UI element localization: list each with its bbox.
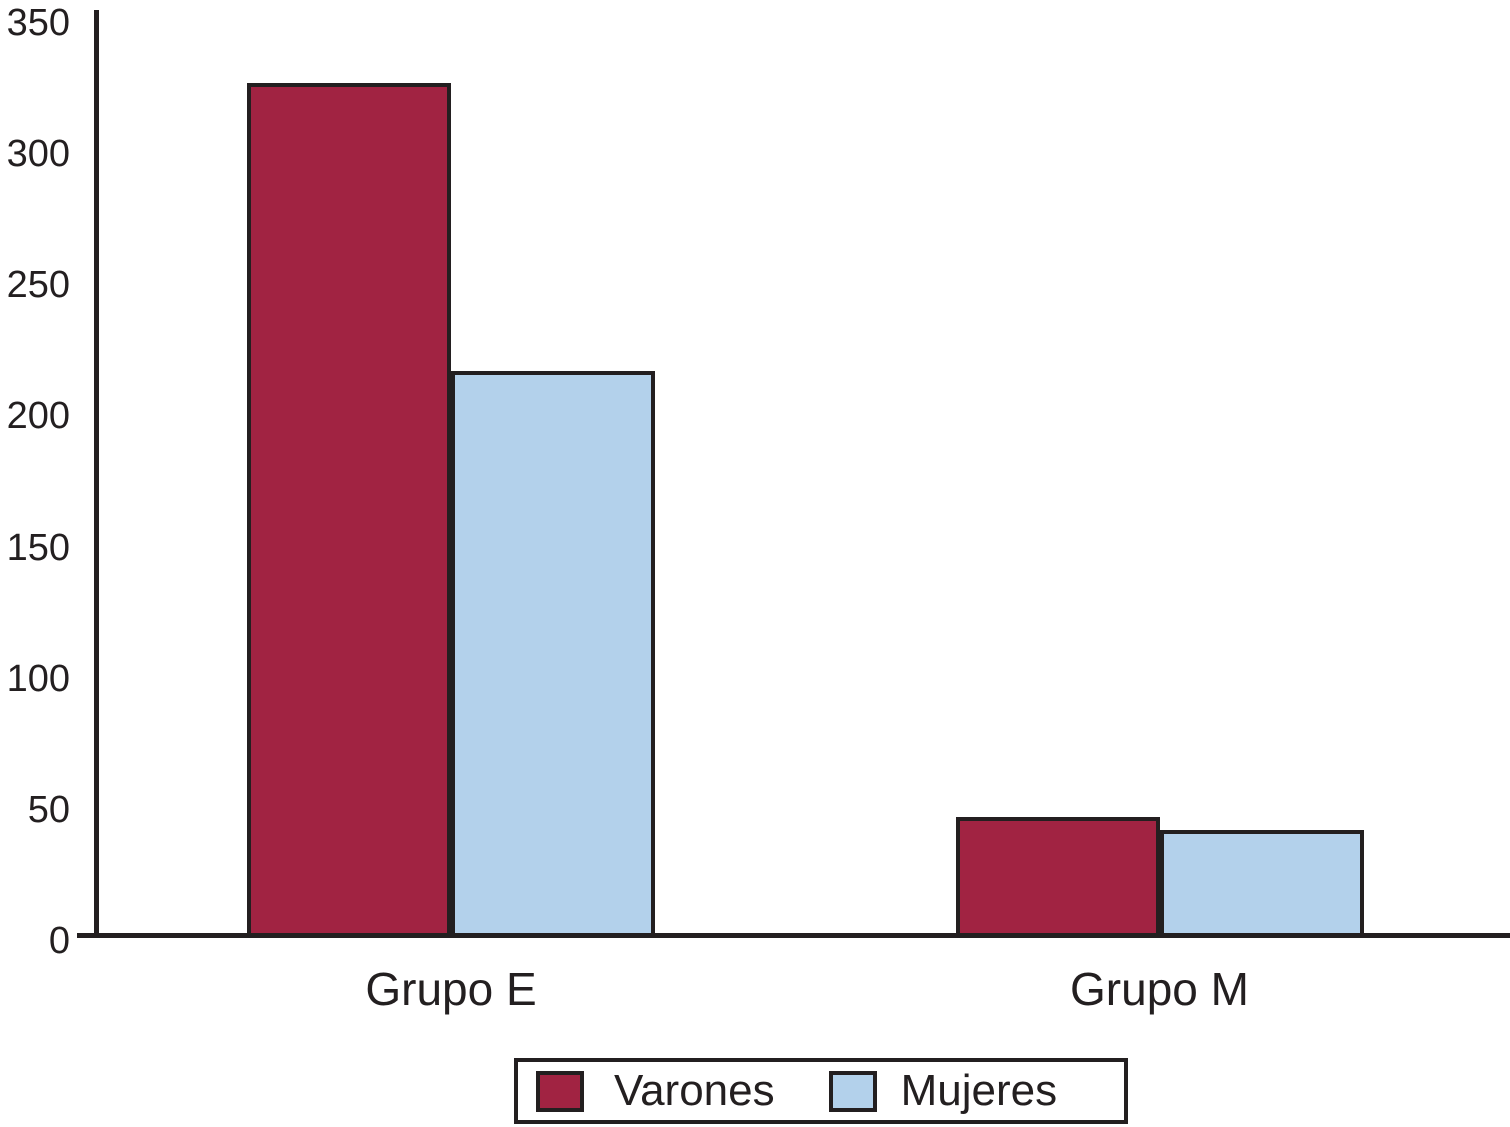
y-tick-label-350: 350 — [6, 2, 70, 44]
legend-item-mujeres: Mujeres — [828, 1066, 1058, 1115]
x-axis-line — [77, 933, 1510, 938]
legend-item-varones: Varones — [536, 1069, 775, 1113]
x-category-label-grupo-m: Grupo M — [1070, 963, 1249, 1015]
y-tick-label-150: 150 — [6, 526, 70, 569]
varones-color-swatch — [536, 1070, 584, 1112]
bar-grupo-e-varones — [247, 82, 451, 937]
y-tick-label-200: 200 — [6, 395, 70, 438]
y-tick-label-300: 300 — [6, 133, 70, 176]
y-tick-label-50: 50 — [27, 788, 70, 831]
y-tick-label-250: 250 — [6, 264, 70, 307]
y-axis-line — [94, 10, 99, 937]
bar-grupo-m-varones — [955, 816, 1160, 937]
y-tick-label-100: 100 — [6, 657, 70, 700]
bar-grupo-e-mujeres — [451, 371, 655, 937]
bar-grupo-m-mujeres — [1159, 830, 1364, 937]
legend-label-mujeres: Mujeres — [900, 1066, 1058, 1115]
legend-label-varones: Varones — [614, 1066, 775, 1115]
x-category-label-grupo-e: Grupo E — [365, 963, 537, 1015]
mujeres-color-swatch — [828, 1070, 877, 1112]
y-tick-label-0: 0 — [48, 920, 70, 962]
legend: Varones Mujeres — [514, 1058, 1128, 1124]
